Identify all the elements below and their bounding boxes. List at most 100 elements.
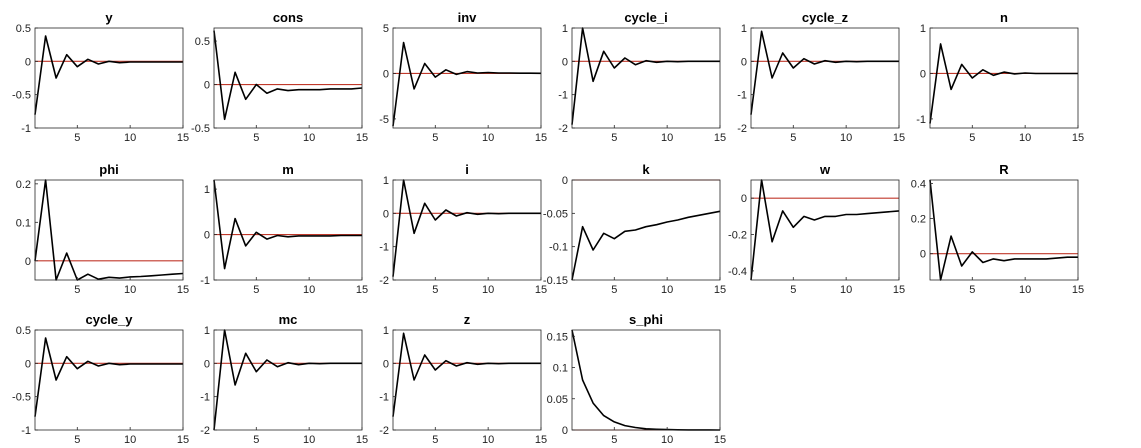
- panel-k-title: k: [642, 162, 650, 177]
- panel-R-ytick-label: 0: [920, 249, 926, 261]
- panel-cycle-y-ytick-label: -0.5: [12, 392, 31, 404]
- panel-i-xtick-label: 10: [482, 284, 494, 296]
- panel-k-ytick-label: -0.05: [543, 208, 568, 220]
- panel-n-xtick-label: 10: [1019, 132, 1031, 144]
- panel-k-response-line: [571, 210, 721, 281]
- panel-y-axes-box: [34, 27, 184, 129]
- panel-z-title: z: [464, 312, 471, 327]
- panel-s-phi-xtick-label: 15: [714, 434, 726, 446]
- panel-w-response-line: [750, 179, 900, 281]
- panel-inv-axes-box: [392, 27, 542, 129]
- panel-s-phi-ytick-label: 0.05: [547, 394, 568, 406]
- panel-m-response-line: [213, 179, 362, 270]
- panel-s-phi-xtick-label: 10: [661, 434, 673, 446]
- panel-cons-xtick-label: 5: [253, 132, 259, 144]
- panel-mc-ytick-label: 0: [204, 358, 210, 370]
- panel-z-ytick-label: 1: [383, 325, 389, 337]
- panel-y-ytick-label: -1: [21, 123, 31, 135]
- panel-cycle-i-xtick-label: 5: [611, 132, 617, 144]
- panel-i-ytick-label: 0: [383, 208, 389, 220]
- panel-k-xtick-label: 15: [714, 284, 726, 296]
- panel-cons-response-line: [213, 30, 363, 121]
- panel-mc-title: mc: [279, 312, 298, 327]
- panel-cons-axes-box: [213, 27, 363, 129]
- panel-inv-xtick-label: 15: [535, 132, 547, 144]
- panel-R-xtick-label: 5: [969, 284, 975, 296]
- panel-phi-xtick-label: 5: [74, 284, 80, 296]
- panel-cycle-z-ytick-label: 1: [741, 23, 747, 35]
- panel-inv-ytick-label: 5: [383, 23, 389, 35]
- panel-n-xtick-label: 15: [1072, 132, 1084, 144]
- panel-cycle-i-ytick-label: -2: [558, 123, 568, 135]
- panel-n-ytick-label: 1: [920, 23, 926, 35]
- panel-cycle-i-xtick-label: 10: [661, 132, 673, 144]
- panel-m-xtick-label: 5: [253, 284, 259, 296]
- panel-cycle-i-xtick-label: 15: [714, 132, 726, 144]
- panel-cycle-y-ytick-label: 0.5: [16, 325, 31, 337]
- panel-cons-xtick-label: 15: [356, 132, 368, 144]
- panel-m-title: m: [282, 162, 294, 177]
- panel-i-axes-box: [392, 179, 542, 281]
- panel-m-ytick-label: 1: [204, 184, 210, 196]
- panel-s-phi-ytick-label: 0.15: [547, 331, 568, 343]
- panel-cons-title: cons: [273, 10, 303, 25]
- panel-i-xtick-label: 15: [535, 284, 547, 296]
- panel-cycle-y-xtick-label: 10: [124, 434, 136, 446]
- panel-phi-axes-box: [34, 179, 184, 281]
- panel-s-phi-response-line: [571, 329, 721, 431]
- panel-w-axes-box: [750, 179, 900, 281]
- panel-n-ytick-label: 0: [920, 68, 926, 80]
- panel-m-ytick-label: -1: [200, 275, 210, 287]
- panel-y-ytick-label: 0: [25, 56, 31, 68]
- panel-cycle-y-xtick-label: 15: [177, 434, 189, 446]
- panel-cycle-y-axes-box: [34, 329, 184, 431]
- panel-cycle-y-xtick-label: 5: [74, 434, 80, 446]
- panel-m-axes-box: [213, 179, 363, 281]
- panel-z-ytick-label: -1: [379, 392, 389, 404]
- panel-cycle-z-response-line: [750, 30, 899, 115]
- panel-w-xtick-label: 15: [893, 284, 905, 296]
- panel-R-response-line: [929, 179, 1078, 281]
- panel-z-xtick-label: 10: [482, 434, 494, 446]
- panel-k-ytick-label: -0.15: [543, 275, 568, 287]
- panel-inv-ytick-label: 0: [383, 68, 389, 80]
- panel-R-ytick-label: 0.4: [911, 179, 926, 191]
- panel-cycle-y-ytick-label: 0: [25, 358, 31, 370]
- panel-mc-xtick-label: 5: [253, 434, 259, 446]
- panel-mc-response-line: [213, 329, 362, 431]
- panel-i-ytick-label: 1: [383, 175, 389, 187]
- panel-phi-ytick-label: 0: [25, 256, 31, 268]
- panel-phi-xtick-label: 10: [124, 284, 136, 296]
- panel-cycle-i-ytick-label: -1: [558, 90, 568, 102]
- panel-cycle-z-ytick-label: -2: [737, 123, 747, 135]
- panel-k-xtick-label: 5: [611, 284, 617, 296]
- panel-w-ytick-label: -0.2: [728, 230, 747, 242]
- panel-w-ytick-label: 0: [741, 193, 747, 205]
- panel-cons-xtick-label: 10: [303, 132, 315, 144]
- panel-k-ytick-label: -0.1: [549, 242, 568, 254]
- panel-phi-ytick-label: 0.2: [16, 179, 31, 191]
- panel-n-axes-box: [929, 27, 1079, 129]
- panel-s-phi-xtick-label: 5: [611, 434, 617, 446]
- panel-w-xtick-label: 5: [790, 284, 796, 296]
- panel-mc-xtick-label: 15: [356, 434, 368, 446]
- panel-phi-ytick-label: 0.1: [16, 217, 31, 229]
- panel-s-phi-axes-box: [571, 329, 721, 431]
- panel-cycle-y-ytick-label: -1: [21, 425, 31, 437]
- panel-z-response-line: [392, 332, 541, 417]
- panel-cycle-z-axes-box: [750, 27, 900, 129]
- panel-mc-ytick-label: 1: [204, 325, 210, 337]
- panel-k-xtick-label: 10: [661, 284, 673, 296]
- panel-mc-axes-box: [213, 329, 363, 431]
- panel-y-xtick-label: 5: [74, 132, 80, 144]
- panel-s-phi-title: s_phi: [629, 312, 663, 327]
- panel-mc-ytick-label: -1: [200, 392, 210, 404]
- panel-cycle-z-title: cycle_z: [802, 10, 849, 25]
- panel-cycle-z-xtick-label: 10: [840, 132, 852, 144]
- panel-y-response-line: [34, 35, 183, 115]
- panel-z-xtick-label: 5: [432, 434, 438, 446]
- panel-cycle-z-xtick-label: 15: [893, 132, 905, 144]
- panel-y-title: y: [105, 10, 113, 25]
- panel-cycle-z-xtick-label: 5: [790, 132, 796, 144]
- panel-cycle-i-response-line: [571, 27, 720, 125]
